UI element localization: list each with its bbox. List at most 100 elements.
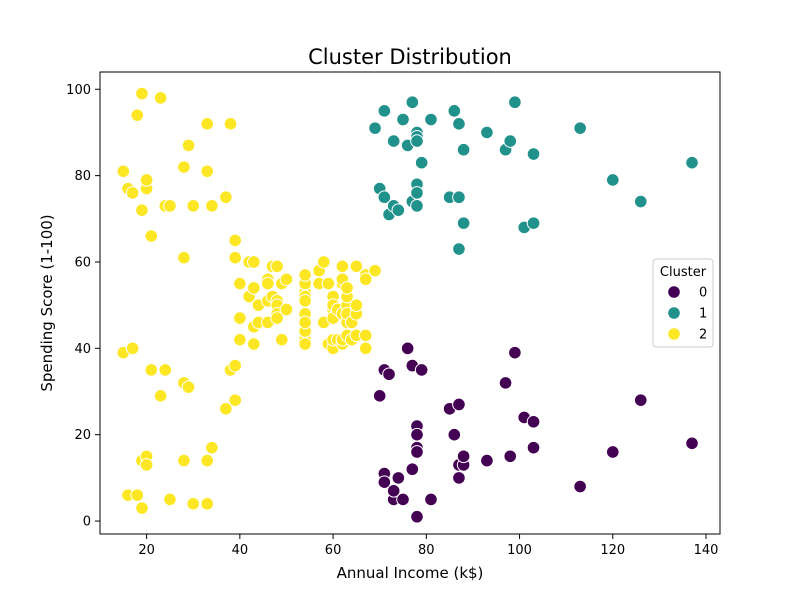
x-tick-label: 100 xyxy=(507,543,532,558)
x-tick-label: 60 xyxy=(325,543,342,558)
legend-label: 0 xyxy=(699,286,707,301)
data-point xyxy=(186,496,201,511)
data-point xyxy=(377,475,392,489)
data-point xyxy=(503,134,518,148)
data-point xyxy=(452,242,466,256)
data-point xyxy=(298,337,312,351)
data-point xyxy=(298,294,312,308)
legend-frame xyxy=(652,258,714,348)
data-point xyxy=(396,112,410,127)
data-point xyxy=(405,462,420,477)
data-point xyxy=(158,363,173,377)
data-point xyxy=(410,427,424,442)
data-point xyxy=(228,393,242,407)
data-point xyxy=(205,199,219,213)
data-point xyxy=(233,311,247,325)
data-point xyxy=(414,155,429,170)
data-point xyxy=(368,121,382,135)
data-point xyxy=(410,134,424,148)
data-point xyxy=(424,112,438,127)
data-point xyxy=(219,190,233,205)
data-point xyxy=(279,272,294,287)
x-axis-title: Annual Income (k$) xyxy=(337,564,484,582)
data-point xyxy=(349,298,364,312)
data-point xyxy=(200,164,215,179)
data-point xyxy=(605,173,620,187)
data-point xyxy=(508,95,522,110)
data-point xyxy=(452,397,466,412)
data-point xyxy=(349,259,364,274)
data-point xyxy=(275,332,289,347)
data-point xyxy=(135,203,149,217)
data-point xyxy=(219,401,233,416)
data-point xyxy=(386,134,401,148)
x-tick-label: 20 xyxy=(138,543,155,558)
data-point xyxy=(139,458,154,472)
data-point xyxy=(135,86,149,101)
legend-marker xyxy=(667,285,681,299)
data-point xyxy=(414,363,429,377)
data-point xyxy=(270,259,284,274)
data-point xyxy=(177,453,191,468)
data-point xyxy=(247,255,261,269)
chart-title: Cluster Distribution xyxy=(308,45,512,69)
data-point xyxy=(163,199,177,213)
data-point xyxy=(316,255,331,269)
data-point xyxy=(456,449,471,464)
data-point xyxy=(447,427,462,442)
y-axis-title: Spending Score (1-100) xyxy=(38,214,56,391)
y-tick-label: 40 xyxy=(74,342,91,357)
data-point xyxy=(279,302,294,317)
data-point xyxy=(605,445,620,459)
data-point xyxy=(633,393,648,407)
data-point xyxy=(358,272,373,287)
data-point xyxy=(526,216,541,230)
data-point xyxy=(298,268,312,282)
data-point xyxy=(181,138,196,153)
data-point xyxy=(335,259,350,274)
data-point xyxy=(508,345,522,360)
data-point xyxy=(456,216,471,230)
y-tick-label: 60 xyxy=(74,255,91,270)
data-point xyxy=(340,281,354,295)
data-point xyxy=(177,160,191,174)
data-point xyxy=(200,453,215,468)
data-point xyxy=(410,445,424,459)
data-point xyxy=(386,484,401,498)
legend-title: Cluster xyxy=(660,265,707,280)
x-tick-label: 140 xyxy=(694,543,719,558)
data-point xyxy=(228,358,242,373)
legend-marker xyxy=(667,327,681,341)
data-point xyxy=(573,121,587,135)
data-point xyxy=(498,376,513,390)
data-point xyxy=(377,190,392,205)
data-point xyxy=(358,328,373,343)
data-point xyxy=(503,449,518,464)
x-tick-label: 80 xyxy=(418,543,435,558)
data-point xyxy=(633,194,648,209)
x-tick-label: 40 xyxy=(232,543,249,558)
data-point xyxy=(139,173,154,187)
data-point xyxy=(186,199,201,213)
points-layer xyxy=(116,86,699,524)
data-point xyxy=(410,186,424,200)
data-point xyxy=(424,492,438,507)
plot-frame xyxy=(99,71,721,535)
data-point xyxy=(526,147,541,161)
y-tick-label: 100 xyxy=(66,83,91,98)
x-tick-label: 120 xyxy=(600,543,625,558)
data-point xyxy=(298,315,312,330)
data-point xyxy=(247,337,261,351)
data-point xyxy=(233,332,247,347)
data-point xyxy=(391,203,406,217)
data-point xyxy=(358,341,373,356)
y-axis: 0 20 40 60 80 100 xyxy=(66,83,100,530)
data-point xyxy=(163,492,177,507)
data-point xyxy=(177,250,191,265)
data-point xyxy=(261,276,275,291)
data-point xyxy=(116,164,131,179)
data-point xyxy=(228,250,242,265)
data-point xyxy=(153,91,168,105)
data-point xyxy=(685,155,699,170)
